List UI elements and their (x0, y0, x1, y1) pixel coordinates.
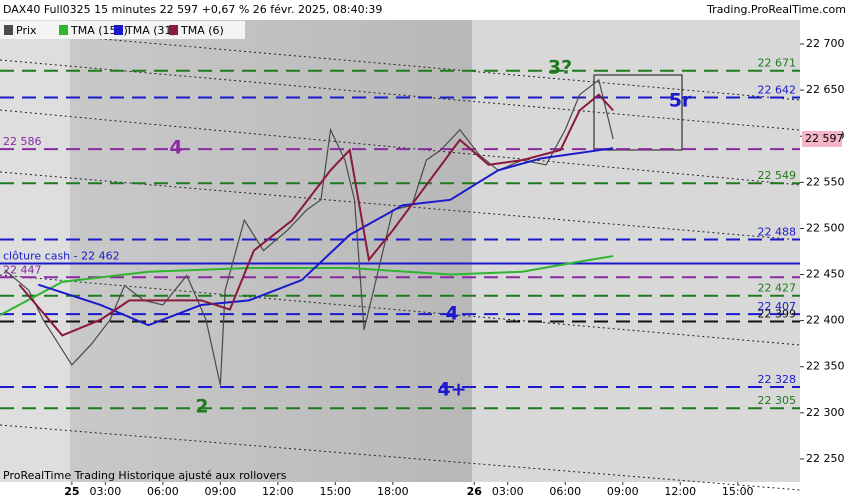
x-tick-label: 12:00 (664, 485, 696, 498)
level-label: 22 549 (758, 169, 797, 182)
x-tick-label: 15:00 (319, 485, 351, 498)
axis-bg (800, 20, 850, 482)
annotation: 4 (445, 303, 458, 325)
y-tick-label: 22 450 (806, 268, 845, 281)
session-bg (472, 20, 800, 482)
legend-label: Prix (16, 24, 37, 37)
x-tick-label: 06:00 (549, 485, 581, 498)
x-tick-label: 12:00 (262, 485, 294, 498)
y-tick-label: 22 250 (806, 452, 845, 465)
legend-swatch (59, 25, 68, 35)
legend-swatch (169, 25, 178, 35)
level-label: 22 447 (3, 263, 42, 276)
annotation: 2 (195, 396, 208, 418)
x-tick-label: 18:00 (377, 485, 409, 498)
legend-label: TMA (31) (125, 24, 176, 37)
y-tick-label: 22 350 (806, 360, 845, 373)
series-line (0, 255, 614, 316)
x-tick-label: 25 (64, 485, 79, 498)
annotation: 3? (548, 57, 572, 79)
annotation: 4+ (437, 379, 466, 401)
x-tick-label: 26 (467, 485, 483, 498)
series-line (18, 93, 614, 337)
level-label: 22 328 (758, 373, 797, 386)
level-label: 22 642 (758, 83, 797, 96)
footer: ProRealTime Trading Historique ajusté au… (3, 469, 287, 482)
level-label: 22 586 (3, 135, 42, 148)
close-label: clôture cash - 22 462 (3, 249, 120, 262)
level-label: 22 399 (758, 308, 797, 321)
level-label: 22 305 (758, 394, 797, 407)
site: Trading.ProRealTime.com (706, 3, 846, 16)
x-tick-label: 06:00 (147, 485, 179, 498)
title: DAX40 Full0325 15 minutes 22 597 +0,67 %… (3, 3, 382, 16)
y-tick-label: 22 550 (806, 175, 845, 188)
x-tick-label: 03:00 (492, 485, 524, 498)
x-tick-label: 03:00 (90, 485, 122, 498)
y-tick-label: 22 400 (806, 314, 845, 327)
level-label: 22 407 (758, 300, 797, 313)
last-price-label: 22 597 (805, 132, 844, 145)
last-price-box (802, 130, 842, 147)
level-label: 22 671 (758, 57, 797, 70)
y-tick-label: 22 300 (806, 406, 845, 419)
y-tick-label: 22 500 (806, 221, 845, 234)
level-label: 22 427 (758, 282, 797, 295)
level-label: 22 488 (758, 225, 797, 238)
legend-swatch (4, 25, 13, 35)
annotation: 5r (669, 90, 692, 112)
legend-label: TMA (155) (70, 24, 128, 37)
x-tick-label: 09:00 (607, 485, 639, 498)
y-tick-label: 22 650 (806, 83, 845, 96)
legend-label: TMA (6) (180, 24, 224, 37)
y-tick-label: 22 700 (806, 37, 845, 50)
series-line (38, 147, 614, 327)
legend-swatch (114, 25, 123, 35)
session-bg (70, 20, 472, 482)
x-tick-label: 09:00 (205, 485, 237, 498)
annotation: 4 (169, 137, 182, 159)
x-tick-label: 15:00 (722, 485, 754, 498)
